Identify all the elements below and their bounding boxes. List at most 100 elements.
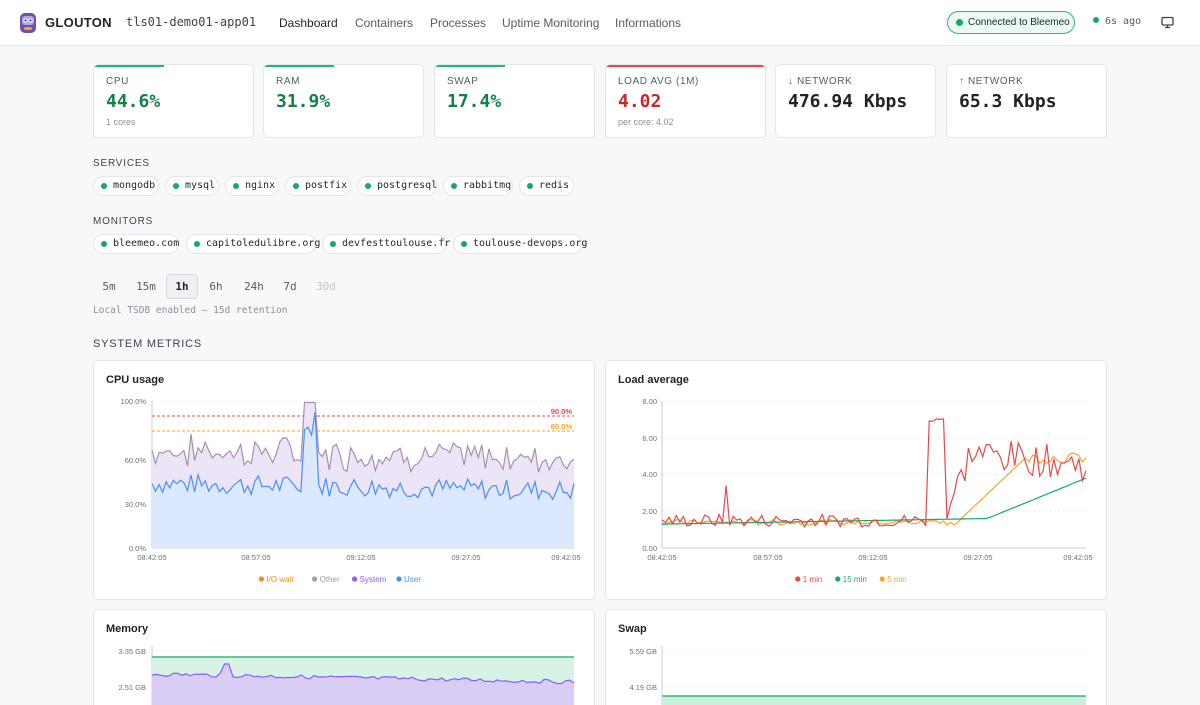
status-ok-dot-icon — [461, 241, 467, 247]
service-pill[interactable]: redis — [519, 176, 574, 196]
service-pill[interactable]: rabbitmq — [443, 176, 513, 196]
top-bar: GLOUTON tls01-demo01-app01 Dashboard Con… — [0, 0, 1200, 46]
stat-card: CPU 44.6% 1 cores — [93, 64, 254, 138]
legend-label[interactable]: User — [404, 575, 421, 584]
legend-label[interactable]: Other — [320, 575, 340, 584]
stat-accent-bar — [264, 65, 334, 67]
time-range-6h[interactable]: 6h — [209, 280, 223, 293]
live-dot-icon — [1093, 17, 1099, 23]
x-tick-label: 09:42:05 — [1063, 553, 1092, 562]
time-range-7d[interactable]: 7d — [283, 280, 297, 293]
monitor-pill[interactable]: devfesttoulouse.fr — [322, 234, 450, 254]
nav-containers[interactable]: Containers — [355, 16, 414, 30]
y-tick-label: 2.00 — [642, 507, 657, 516]
stat-label: SWAP — [447, 76, 479, 87]
stat-label: LOAD AVG (1M) — [618, 76, 699, 87]
y-tick-label: 0.0% — [129, 544, 146, 553]
stat-label: CPU — [106, 76, 129, 87]
stat-card: ↓ NETWORK 476.94 Kbps — [775, 64, 936, 138]
legend-swatch — [352, 576, 358, 582]
status-ok-dot-icon — [101, 183, 107, 189]
stat-card: SWAP 17.4% — [434, 64, 595, 138]
pill-label: rabbitmq — [463, 180, 512, 191]
service-pill[interactable]: mongodb — [93, 176, 159, 196]
hostname: tls01-demo01-app01 — [126, 15, 257, 29]
pill-label: postfix — [305, 180, 348, 191]
status-ok-dot-icon — [173, 183, 179, 189]
legend-swatch — [396, 576, 402, 582]
x-tick-label: 09:12:05 — [858, 553, 887, 562]
memory-panel: 3.35 GB 2.51 GB Memory — [93, 609, 595, 705]
connection-status-text: Connected to Bleemeo — [968, 17, 1070, 28]
time-range-24h[interactable]: 24h — [244, 280, 264, 293]
y-tick-label: 0.00 — [642, 544, 657, 553]
legend-label[interactable]: 5 min — [887, 575, 907, 584]
service-pill[interactable]: postgresql — [357, 176, 437, 196]
legend-label[interactable]: 1 min — [803, 575, 823, 584]
pill-label: toulouse-devops.org — [473, 238, 588, 249]
stat-subtext: 1 cores — [106, 117, 136, 127]
swap-panel: 5.59 GB 4.19 GB Swap — [605, 609, 1107, 705]
stat-value: 44.6% — [106, 91, 161, 112]
load-1min-line — [661, 418, 1087, 529]
threshold-label: 80.0% — [551, 422, 573, 431]
last-update: 6s ago — [1093, 16, 1141, 27]
memory-used-area — [152, 664, 574, 705]
status-ok-dot-icon — [293, 183, 299, 189]
load-average-title: Load average — [618, 374, 689, 386]
tsdb-note: Local TSDB enabled — 15d retention — [93, 305, 288, 316]
monitor-pill[interactable]: capitoledulibre.org — [186, 234, 320, 254]
time-range-1h[interactable]: 1h — [166, 274, 198, 299]
stat-value: 31.9% — [276, 91, 331, 112]
status-ok-dot-icon — [233, 183, 239, 189]
status-ok-dot-icon — [527, 183, 533, 189]
services-heading: SERVICES — [93, 158, 150, 169]
stat-value: 4.02 — [618, 91, 662, 112]
cpu-user-line — [151, 412, 575, 501]
display-mode-icon[interactable] — [1161, 16, 1174, 29]
load-average-panel: 8.00 6.00 4.00 2.00 0.00 08:42:05 08:57:05 09:1… — [605, 360, 1107, 600]
stat-card: ↑ NETWORK 65.3 Kbps — [946, 64, 1107, 138]
time-range-30d[interactable]: 30d — [316, 280, 336, 293]
legend-label[interactable]: 15 min — [843, 575, 867, 584]
x-tick-label: 09:42:05 — [551, 553, 580, 562]
service-pill[interactable]: mysql — [165, 176, 219, 196]
stat-card: RAM 31.9% — [263, 64, 424, 138]
x-tick-label: 08:57:05 — [753, 553, 782, 562]
stat-value: 65.3 Kbps — [959, 91, 1057, 112]
monitor-pill[interactable]: toulouse-devops.org — [453, 234, 587, 254]
nav-informations[interactable]: Informations — [615, 16, 682, 30]
nav-uptime-monitoring[interactable]: Uptime Monitoring — [502, 16, 600, 30]
pill-label: redis — [539, 180, 570, 191]
stat-value: 476.94 Kbps — [788, 91, 908, 112]
service-pill[interactable]: nginx — [225, 176, 279, 196]
swap-title: Swap — [618, 623, 647, 635]
stat-label: RAM — [276, 76, 301, 87]
legend-swatch — [258, 576, 264, 582]
time-range-5m[interactable]: 5m — [102, 280, 116, 293]
legend-swatch — [835, 576, 841, 582]
legend-swatch — [312, 576, 318, 582]
time-range-15m[interactable]: 15m — [136, 280, 156, 293]
monitors-heading: MONITORS — [93, 216, 154, 227]
legend-swatch — [879, 576, 885, 582]
monitor-pill[interactable]: bleemeo.com — [93, 234, 179, 254]
connection-status-badge: Connected to Bleemeo — [947, 11, 1075, 34]
y-tick-label: 4.19 GB — [629, 683, 657, 692]
legend-label[interactable]: I/O wait — [266, 575, 294, 584]
pill-label: postgresql — [377, 180, 438, 191]
y-tick-label: 3.35 GB — [118, 647, 146, 656]
y-tick-label: 8.00 — [642, 397, 657, 406]
nav-processes[interactable]: Processes — [430, 16, 487, 30]
service-pill[interactable]: postfix — [285, 176, 351, 196]
cpu-other-line — [151, 401, 575, 474]
nav-dashboard[interactable]: Dashboard — [279, 16, 338, 30]
legend-label[interactable]: System — [360, 575, 387, 584]
pill-label: nginx — [245, 180, 276, 191]
pill-label: devfesttoulouse.fr — [342, 238, 451, 249]
stat-card: LOAD AVG (1M) 4.02 per core: 4.02 — [605, 64, 766, 138]
stat-accent-bar — [435, 65, 505, 67]
y-tick-label: 100.0% — [121, 397, 147, 406]
x-tick-label: 08:42:05 — [137, 553, 166, 562]
